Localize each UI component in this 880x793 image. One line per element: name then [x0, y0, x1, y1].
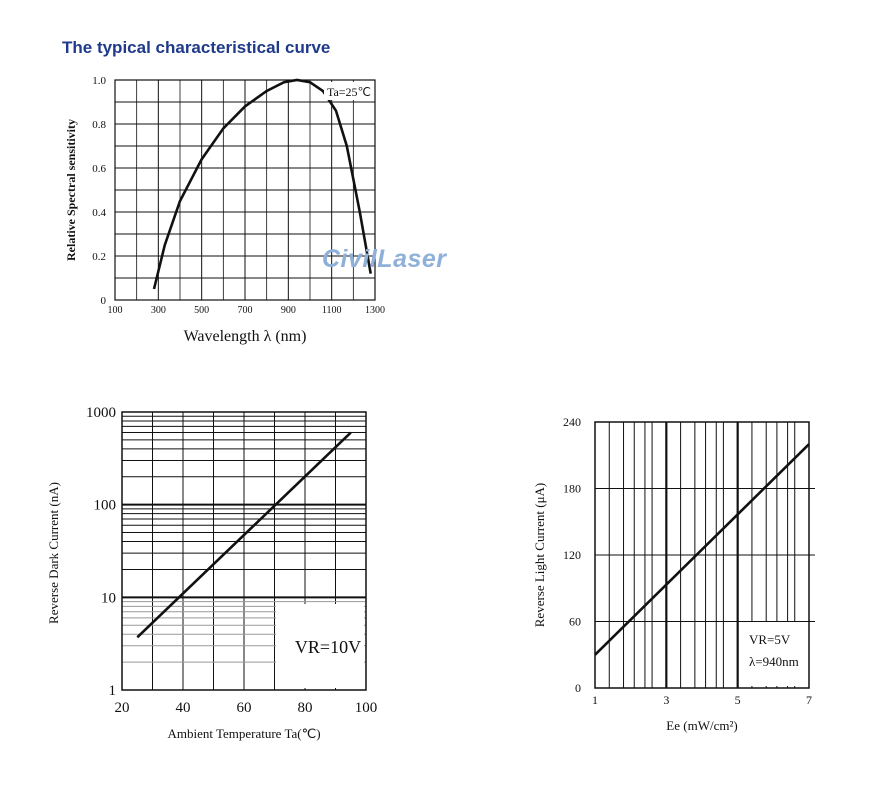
tick-labels: 1 3 5 7 0 60 120 180 240: [563, 415, 812, 707]
annotation-label: Ta=25℃: [327, 85, 371, 99]
y-axis-label: Reverse Light Current (μA): [532, 483, 547, 628]
tick-labels: 20 40 60 80 100 1 10 100 1000: [86, 405, 377, 716]
y-tick-label: 0.4: [92, 207, 106, 219]
annotation-label: VR=5V: [749, 632, 791, 647]
y-tick-label: 0.8: [92, 119, 106, 131]
series-line: [594, 443, 810, 656]
x-tick-label: 1300: [365, 305, 385, 316]
x-tick-label: 7: [806, 693, 812, 707]
annotation-bg: [744, 622, 808, 686]
y-axis-label: Relative Spectral sensitivity: [64, 119, 78, 261]
y-tick-label: 180: [563, 482, 581, 496]
y-tick-label: 120: [563, 548, 581, 562]
y-tick-label: 1: [109, 683, 117, 699]
page-title: The typical characteristical curve: [62, 38, 331, 57]
x-axis-label: Ambient Temperature Ta(℃): [167, 726, 320, 741]
y-tick-label: 0: [101, 295, 107, 307]
x-tick-label: 100: [108, 305, 123, 316]
plot-frame: [594, 421, 810, 689]
chart-grid: [115, 80, 375, 300]
spectral-sensitivity-chart: 100 300 500 700 900 1100 130000.20.40.60.81.0 …: [64, 75, 385, 345]
plot-frame: [121, 411, 367, 691]
y-axis-label: Reverse Dark Current (nA): [46, 482, 61, 624]
x-tick-label: 700: [238, 305, 253, 316]
x-axis-label: Ee (mW/cm²): [666, 718, 737, 733]
y-tick-label: 240: [563, 415, 581, 429]
tick-labels: 100 300 500 700 900 1100 1300 0 0.2 0.4 0.6 0.8 1.0: [92, 75, 385, 316]
y-tick-label: 1000: [86, 405, 116, 421]
annotation-bg: [276, 604, 364, 688]
x-tick-label: 300: [151, 305, 166, 316]
y-tick-label: 10: [101, 590, 116, 606]
y-tick-label: 60: [569, 615, 581, 629]
watermark-logo: CivilLaser: [322, 245, 447, 273]
annotation-bg: [324, 82, 374, 100]
x-tick-label: 500: [194, 305, 209, 316]
x-tick-label: 3: [663, 693, 669, 707]
annotation-label: λ=940nm: [749, 654, 799, 669]
series-line: [152, 78, 372, 290]
x-tick-label: 40: [176, 700, 191, 716]
dark-current-chart: 20 40 60 80 100 1 10 100 1000 VR=10V Reverse Dar…: [46, 405, 377, 741]
plot-frame: [114, 79, 376, 301]
y-tick-label: 100: [94, 498, 117, 514]
y-tick-label: 1.0: [92, 75, 106, 87]
x-tick-label: 100: [355, 700, 378, 716]
x-tick-label: 5: [735, 693, 741, 707]
x-tick-label: 60: [237, 700, 252, 716]
annotation-label: VR=10V: [295, 637, 361, 657]
x-tick-label: 80: [298, 700, 313, 716]
y-tick-label: 0.2: [92, 251, 106, 263]
x-axis-label: Wavelength λ (nm): [184, 328, 307, 345]
y-tick-label: 0: [575, 681, 581, 695]
x-tick-label: 1: [592, 693, 598, 707]
x-tick-label: 900: [281, 305, 296, 316]
y-tick-label: 0.6: [92, 163, 106, 175]
series-line: [136, 431, 352, 639]
light-current-chart: 1 3 5 7 0 60 120 180 240 VR=5V λ=940nm Reverse L…: [532, 415, 815, 733]
x-tick-label: 20: [115, 700, 130, 716]
x-tick-label: 1100: [322, 305, 342, 316]
